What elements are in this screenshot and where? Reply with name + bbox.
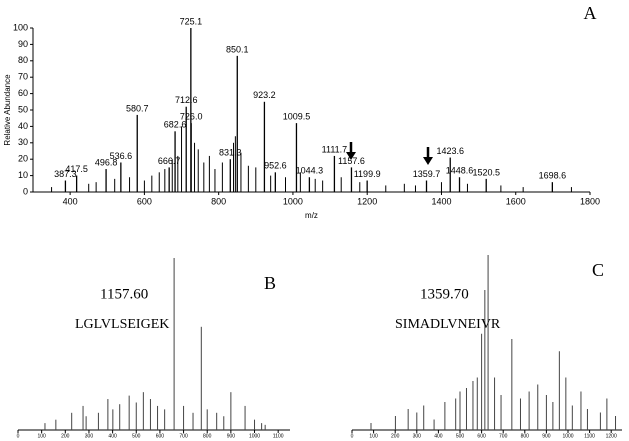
peak-label: 1157.6: [338, 156, 365, 166]
peak-label: 1111.7: [322, 144, 348, 154]
x-tick-label: 1100: [273, 433, 284, 439]
peak-label: 1359.7: [413, 169, 441, 179]
y-tick-label: 30: [18, 137, 28, 147]
precursor-mass: 1157.60: [100, 286, 148, 302]
x-tick-label: 1600: [506, 196, 526, 206]
x-tick-label: 800: [203, 433, 212, 439]
panel-label: B: [264, 273, 276, 293]
peak-label: 417.5: [65, 164, 88, 174]
y-tick-label: 100: [13, 22, 28, 32]
x-tick-label: 1400: [431, 196, 451, 206]
peak-label: 496.8: [95, 157, 118, 167]
peak-label: 831.3: [219, 148, 242, 158]
peak-label: 580.7: [126, 103, 149, 113]
peak-label: 1009.5: [283, 111, 311, 121]
peak-label: 1520.5: [472, 167, 500, 177]
x-tick-label: 400: [108, 433, 117, 439]
x-tick-label: 600: [137, 196, 152, 206]
x-tick-label: 800: [521, 433, 530, 439]
peak-label: 1448.6: [446, 166, 474, 176]
y-tick-label: 20: [18, 154, 28, 164]
x-tick-label: 700: [499, 433, 508, 439]
peak-label: 536.6: [110, 151, 133, 161]
x-tick-label: 400: [63, 196, 78, 206]
peak-label: 1199.9: [354, 169, 381, 179]
x-tick-label: 300: [413, 433, 422, 439]
x-tick-label: 500: [132, 433, 141, 439]
peak-label: 850.1: [226, 44, 249, 54]
x-tick-label: 1800: [580, 196, 600, 206]
panel-label: C: [592, 260, 604, 280]
peak-label: 712.6: [175, 95, 198, 105]
peak-label: 682.6: [164, 120, 187, 130]
x-tick-label: 1100: [584, 433, 595, 439]
x-tick-label: 1000: [249, 433, 260, 439]
x-tick-label: 800: [211, 196, 226, 206]
peak-label: 1698.6: [539, 171, 567, 181]
y-tick-label: 90: [18, 39, 28, 49]
x-tick-label: 1200: [606, 433, 617, 439]
x-tick-label: 1000: [283, 196, 303, 206]
x-tick-label: 500: [456, 433, 465, 439]
y-tick-label: 70: [18, 72, 28, 82]
arrow: [346, 142, 433, 165]
peak-label: 1423.6: [436, 146, 464, 156]
peptide-sequence: SIMADLVNEIVR: [395, 317, 501, 332]
x-tick-label: 0: [17, 433, 20, 439]
x-tick-label: 1000: [562, 433, 573, 439]
peptide-sequence: LGLVLSEIGEK: [75, 317, 169, 332]
y-tick-label: 60: [18, 88, 28, 98]
peak-label: 923.2: [253, 90, 276, 100]
y-axis-label: Relative Abundance: [3, 74, 12, 146]
x-tick-label: 200: [391, 433, 400, 439]
x-tick-label: 300: [85, 433, 94, 439]
peak-label: 1044.3: [296, 166, 324, 176]
y-tick-label: 50: [18, 104, 28, 114]
x-tick-label: 0: [351, 433, 354, 439]
x-tick-label: 900: [227, 433, 236, 439]
y-tick-label: 80: [18, 55, 28, 65]
panel-label: A: [584, 3, 597, 23]
peak-label: 952.6: [264, 161, 287, 171]
x-tick-label: 100: [37, 433, 46, 439]
y-tick-label: 0: [23, 186, 28, 196]
peak-label: 387.3: [54, 169, 77, 179]
x-tick-label: 100: [369, 433, 378, 439]
peak-label: 725.1: [180, 16, 203, 26]
x-tick-label: 400: [434, 433, 443, 439]
x-tick-label: 1200: [357, 196, 377, 206]
y-tick-label: 10: [18, 170, 28, 180]
precursor-mass: 1359.70: [420, 286, 469, 302]
peak-label: 666.7: [158, 156, 181, 166]
x-tick-label: 600: [477, 433, 486, 439]
x-tick-label: 700: [179, 433, 188, 439]
peak-label: 726.0: [180, 111, 203, 121]
x-tick-label: 200: [61, 433, 70, 439]
x-axis-label: m/z: [305, 211, 318, 220]
y-tick-label: 40: [18, 121, 28, 131]
x-tick-label: 600: [156, 433, 165, 439]
x-tick-label: 900: [542, 433, 551, 439]
